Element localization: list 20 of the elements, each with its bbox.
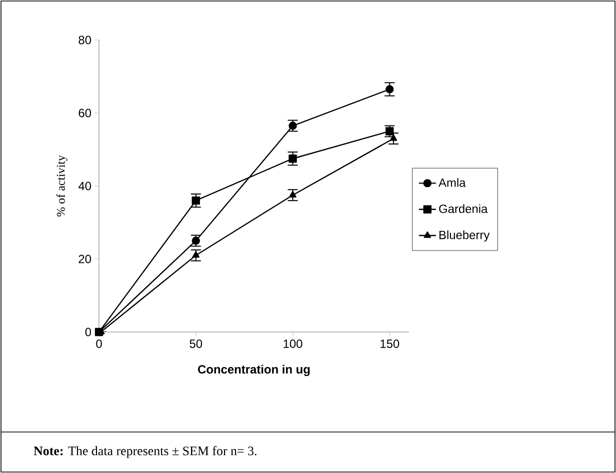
legend-label: Gardenia: [439, 204, 488, 214]
y-tick-label: 20: [78, 254, 92, 264]
x-tick-label: 50: [190, 340, 202, 348]
point: [288, 154, 297, 163]
y-axis-title: % of activity: [56, 155, 68, 216]
point: [289, 191, 296, 198]
x-tick-label: 0: [96, 340, 102, 348]
x-axis-title: Concentration in ug: [198, 364, 310, 376]
y-tick-label: 40: [78, 182, 92, 190]
y-tick-label: 60: [78, 108, 92, 118]
legend-label: Amla: [438, 178, 466, 187]
x-tick-label: 100: [284, 340, 302, 348]
point: [192, 196, 200, 205]
y-tick-label: 80: [78, 36, 92, 44]
point: [386, 85, 394, 94]
y-tick-label: 0: [85, 328, 92, 336]
point: [192, 251, 200, 258]
text: Note: The data represents ± SEM for n= 3.: [34, 446, 256, 458]
x-tick-label: 150: [380, 340, 400, 348]
legend-label: Blueberry: [439, 230, 490, 242]
